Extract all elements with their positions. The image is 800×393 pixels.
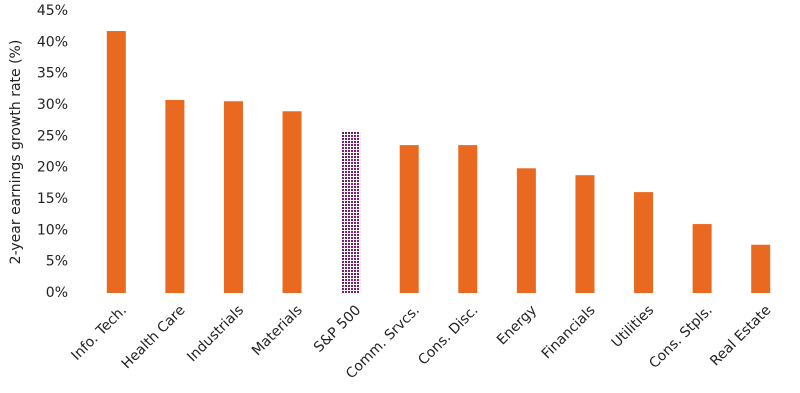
- bar: [751, 244, 771, 293]
- y-tick-label: 40%: [37, 34, 68, 50]
- bar: [458, 145, 478, 293]
- y-tick-label: 0%: [46, 285, 68, 301]
- bar: [516, 168, 536, 293]
- x-tick-label: Cons. Disc.: [415, 302, 481, 368]
- y-tick-label: 35%: [37, 66, 68, 82]
- y-tick-label: 45%: [37, 3, 68, 19]
- x-tick-label: Real Estate: [707, 302, 774, 369]
- x-tick-label: Materials: [249, 302, 306, 359]
- bar: [399, 145, 419, 293]
- bar: [341, 131, 361, 293]
- bar: [165, 99, 185, 293]
- x-tick-label: Industrials: [184, 302, 247, 365]
- x-tick-label: Info. Tech.: [68, 302, 129, 363]
- bar: [575, 175, 595, 293]
- x-tick-label: Energy: [494, 302, 540, 348]
- bar: [282, 111, 302, 294]
- x-tick-label: Utilities: [609, 302, 658, 351]
- y-tick-label: 5%: [46, 254, 68, 270]
- y-tick-label: 25%: [37, 128, 68, 144]
- x-tick-label: S&P 500: [311, 302, 364, 355]
- bar: [634, 192, 654, 293]
- bar: [692, 224, 712, 293]
- y-tick-label: 15%: [37, 191, 68, 207]
- bar: [223, 101, 243, 294]
- y-tick-label: 30%: [37, 97, 68, 113]
- x-tick-label: Financials: [539, 302, 599, 362]
- y-axis-title: 2-year earnings growth rate (%): [8, 40, 24, 265]
- bar: [106, 31, 126, 293]
- x-tick-label: Cons. Stpls.: [646, 302, 716, 372]
- y-tick-label: 20%: [37, 160, 68, 176]
- y-tick-label: 10%: [37, 222, 68, 238]
